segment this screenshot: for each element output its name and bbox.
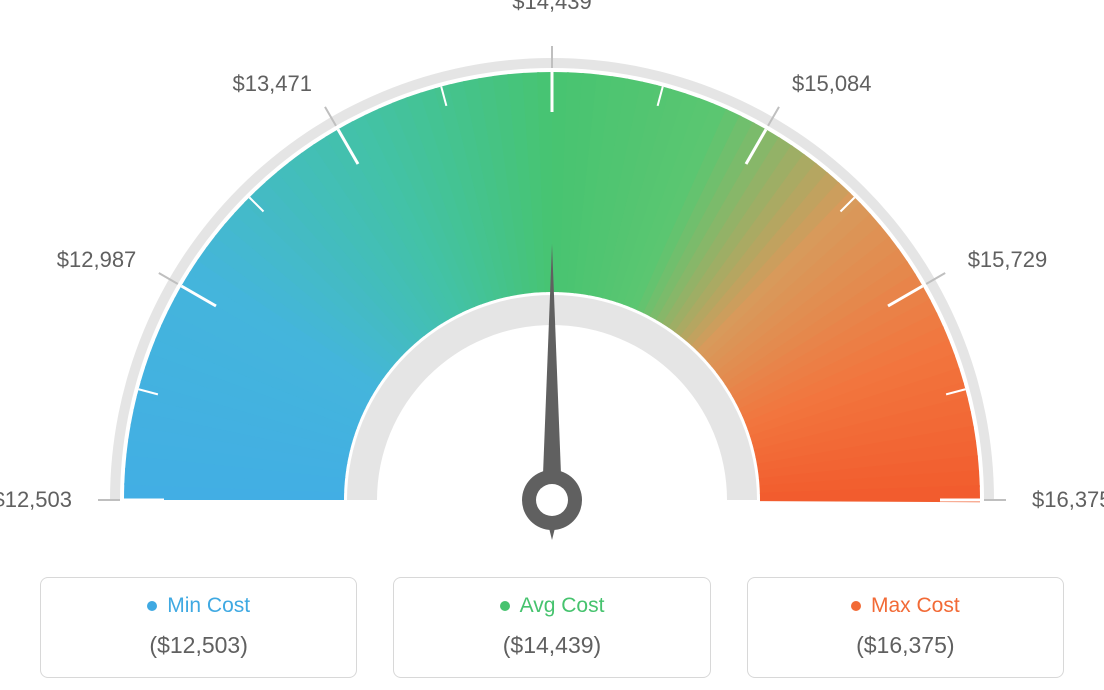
gauge-tick-label: $15,084 [792, 71, 872, 97]
gauge-tick-label: $15,729 [968, 247, 1048, 273]
legend-title-max: Max Cost [851, 594, 960, 618]
gauge-tick-label: $12,987 [57, 247, 137, 273]
dot-icon [851, 601, 861, 611]
legend-card-min: Min Cost ($12,503) [40, 577, 357, 678]
gauge-svg [0, 0, 1104, 560]
legend-title-avg: Avg Cost [500, 594, 605, 618]
legend-label: Min Cost [167, 594, 250, 618]
legend-value-avg: ($14,439) [414, 632, 689, 659]
legend-card-avg: Avg Cost ($14,439) [393, 577, 710, 678]
gauge-tick-label: $12,503 [0, 487, 72, 513]
legend-card-max: Max Cost ($16,375) [747, 577, 1064, 678]
dot-icon [147, 601, 157, 611]
legend-label: Max Cost [871, 594, 960, 618]
dot-icon [500, 601, 510, 611]
legend-value-max: ($16,375) [768, 632, 1043, 659]
legend-title-min: Min Cost [147, 594, 250, 618]
legend-value-min: ($12,503) [61, 632, 336, 659]
legend-label: Avg Cost [520, 594, 605, 618]
cost-gauge: $12,503 $12,987 $13,471 $14,439 $15,084 $15,7… [0, 0, 1104, 560]
legend-row: Min Cost ($12,503) Avg Cost ($14,439) Ma… [0, 577, 1104, 678]
gauge-tick-label: $14,439 [512, 0, 592, 15]
gauge-tick-label: $13,471 [232, 71, 312, 97]
gauge-tick-label: $16,375 [1032, 487, 1104, 513]
